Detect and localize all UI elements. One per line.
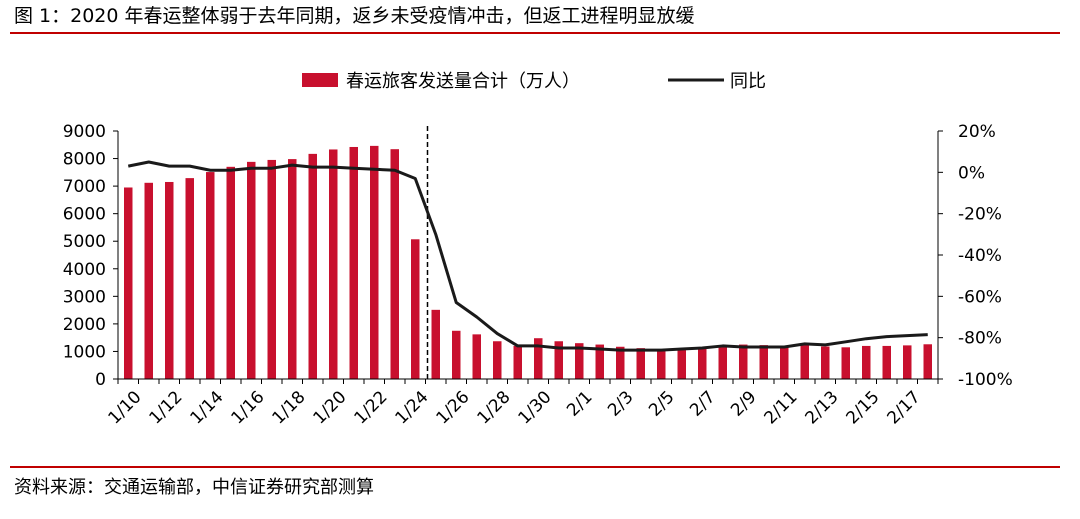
bar-1/18	[288, 159, 297, 379]
bar-2/3	[616, 346, 625, 379]
bar-1/19	[308, 153, 317, 379]
right-tick-label: -100%	[958, 370, 1013, 390]
x-tick-label: 1/26	[432, 387, 473, 428]
x-tick-label: 2/17	[883, 387, 924, 428]
source-note: 资料来源：交通运输部，中信证券研究部测算	[14, 477, 374, 498]
x-tick-label: 1/30	[514, 387, 555, 428]
right-tick-label: 20%	[958, 122, 996, 142]
yoy-line-series	[127, 160, 928, 352]
bar-2/2	[595, 344, 604, 379]
x-tick-label: 1/10	[104, 387, 145, 428]
x-tick-label: 2/5	[645, 387, 678, 420]
bar-1/21	[349, 146, 358, 379]
bar-2/15	[862, 345, 871, 379]
bar-2/9	[739, 344, 748, 379]
bar-1/13	[185, 178, 194, 379]
legend-line-label: 同比	[730, 71, 766, 92]
bar-2/16	[882, 345, 891, 379]
left-tick-label: 1000	[63, 342, 106, 362]
x-tick-label: 1/22	[350, 387, 391, 428]
right-tick-label: -80%	[958, 329, 1002, 349]
x-tick-label: 2/11	[760, 387, 801, 428]
x-axis-ticks: 1/10 1/12 1/14 1/16 1/18 1/20 1/22 1/24 1/26 1/28…	[104, 379, 939, 428]
bar-2/10	[759, 345, 768, 379]
right-tick-label: 0%	[958, 163, 985, 183]
yoy-line	[127, 160, 928, 352]
bar-2/13	[821, 346, 830, 379]
bar-2/6	[677, 350, 686, 379]
x-tick-label: 1/18	[268, 387, 309, 428]
title-rule	[10, 32, 1060, 34]
right-tick-label: -20%	[958, 205, 1002, 225]
bar-2/12	[800, 343, 809, 379]
left-tick-label: 0	[95, 370, 106, 390]
bar-1/29	[513, 345, 522, 379]
left-tick-label: 4000	[63, 260, 106, 280]
bar-1/17	[267, 159, 276, 379]
bar-2/18	[923, 344, 932, 379]
left-tick-label: 2000	[63, 315, 106, 335]
bar-1/28	[493, 341, 502, 379]
bar-1/11	[144, 182, 153, 379]
bar-2/14	[841, 347, 850, 379]
bar-2/7	[698, 348, 707, 379]
bar-2/1	[575, 343, 584, 379]
legend-bar-swatch	[302, 73, 338, 87]
chart-legend: 春运旅客发送量合计（万人） 同比	[302, 71, 766, 92]
x-tick-label: 2/7	[686, 387, 719, 420]
bar-series	[124, 145, 932, 379]
left-tick-label: 9000	[63, 122, 106, 142]
x-tick-label: 1/16	[227, 387, 268, 428]
bar-1/10	[124, 187, 133, 379]
bar-1/15	[226, 166, 235, 379]
x-tick-label: 1/24	[391, 387, 432, 428]
bar-2/4	[636, 348, 645, 379]
bar-1/25	[431, 309, 440, 379]
bar-1/22	[370, 145, 379, 379]
x-tick-label: 1/14	[186, 387, 227, 428]
bar-1/26	[452, 330, 461, 379]
bar-1/23	[390, 149, 399, 379]
bar-1/16	[247, 161, 256, 379]
left-tick-label: 5000	[63, 232, 106, 252]
bar-2/8	[718, 346, 727, 379]
x-tick-label: 1/28	[473, 387, 514, 428]
x-tick-label: 2/15	[842, 387, 883, 428]
right-axis-ticks: -100% -80% -60% -40% -20% 0% 20%	[938, 122, 1013, 390]
bar-2/11	[780, 346, 789, 379]
bar-1/24	[411, 239, 420, 379]
figure-title: 图 1：2020 年春运整体弱于去年同期，返乡未受疫情冲击，但返工进程明显放缓	[14, 5, 695, 27]
bar-1/30	[534, 338, 543, 379]
left-tick-label: 7000	[63, 177, 106, 197]
bar-2/17	[903, 345, 912, 379]
right-tick-label: -40%	[958, 246, 1002, 266]
x-tick-label: 2/1	[563, 387, 596, 420]
left-tick-label: 8000	[63, 150, 106, 170]
left-axis-ticks: 0 1000 2000 3000 4000 5000 6000 7000 8000 9000	[63, 122, 118, 390]
bar-1/27	[472, 334, 481, 379]
bar-1/14	[206, 172, 215, 379]
bar-2/5	[657, 349, 666, 379]
x-tick-label: 2/3	[604, 387, 637, 420]
right-tick-label: -60%	[958, 287, 1002, 307]
source-rule	[10, 466, 1060, 468]
bar-1/31	[554, 341, 563, 379]
x-tick-label: 2/13	[801, 387, 842, 428]
bar-1/20	[329, 149, 338, 379]
bar-1/12	[165, 181, 174, 379]
x-tick-label: 1/12	[145, 387, 186, 428]
left-tick-label: 3000	[63, 287, 106, 307]
chart-axes	[117, 126, 939, 380]
x-tick-label: 1/20	[309, 387, 350, 428]
x-tick-label: 2/9	[727, 387, 760, 420]
left-tick-label: 6000	[63, 205, 106, 225]
legend-bar-label: 春运旅客发送量合计（万人）	[346, 71, 580, 92]
